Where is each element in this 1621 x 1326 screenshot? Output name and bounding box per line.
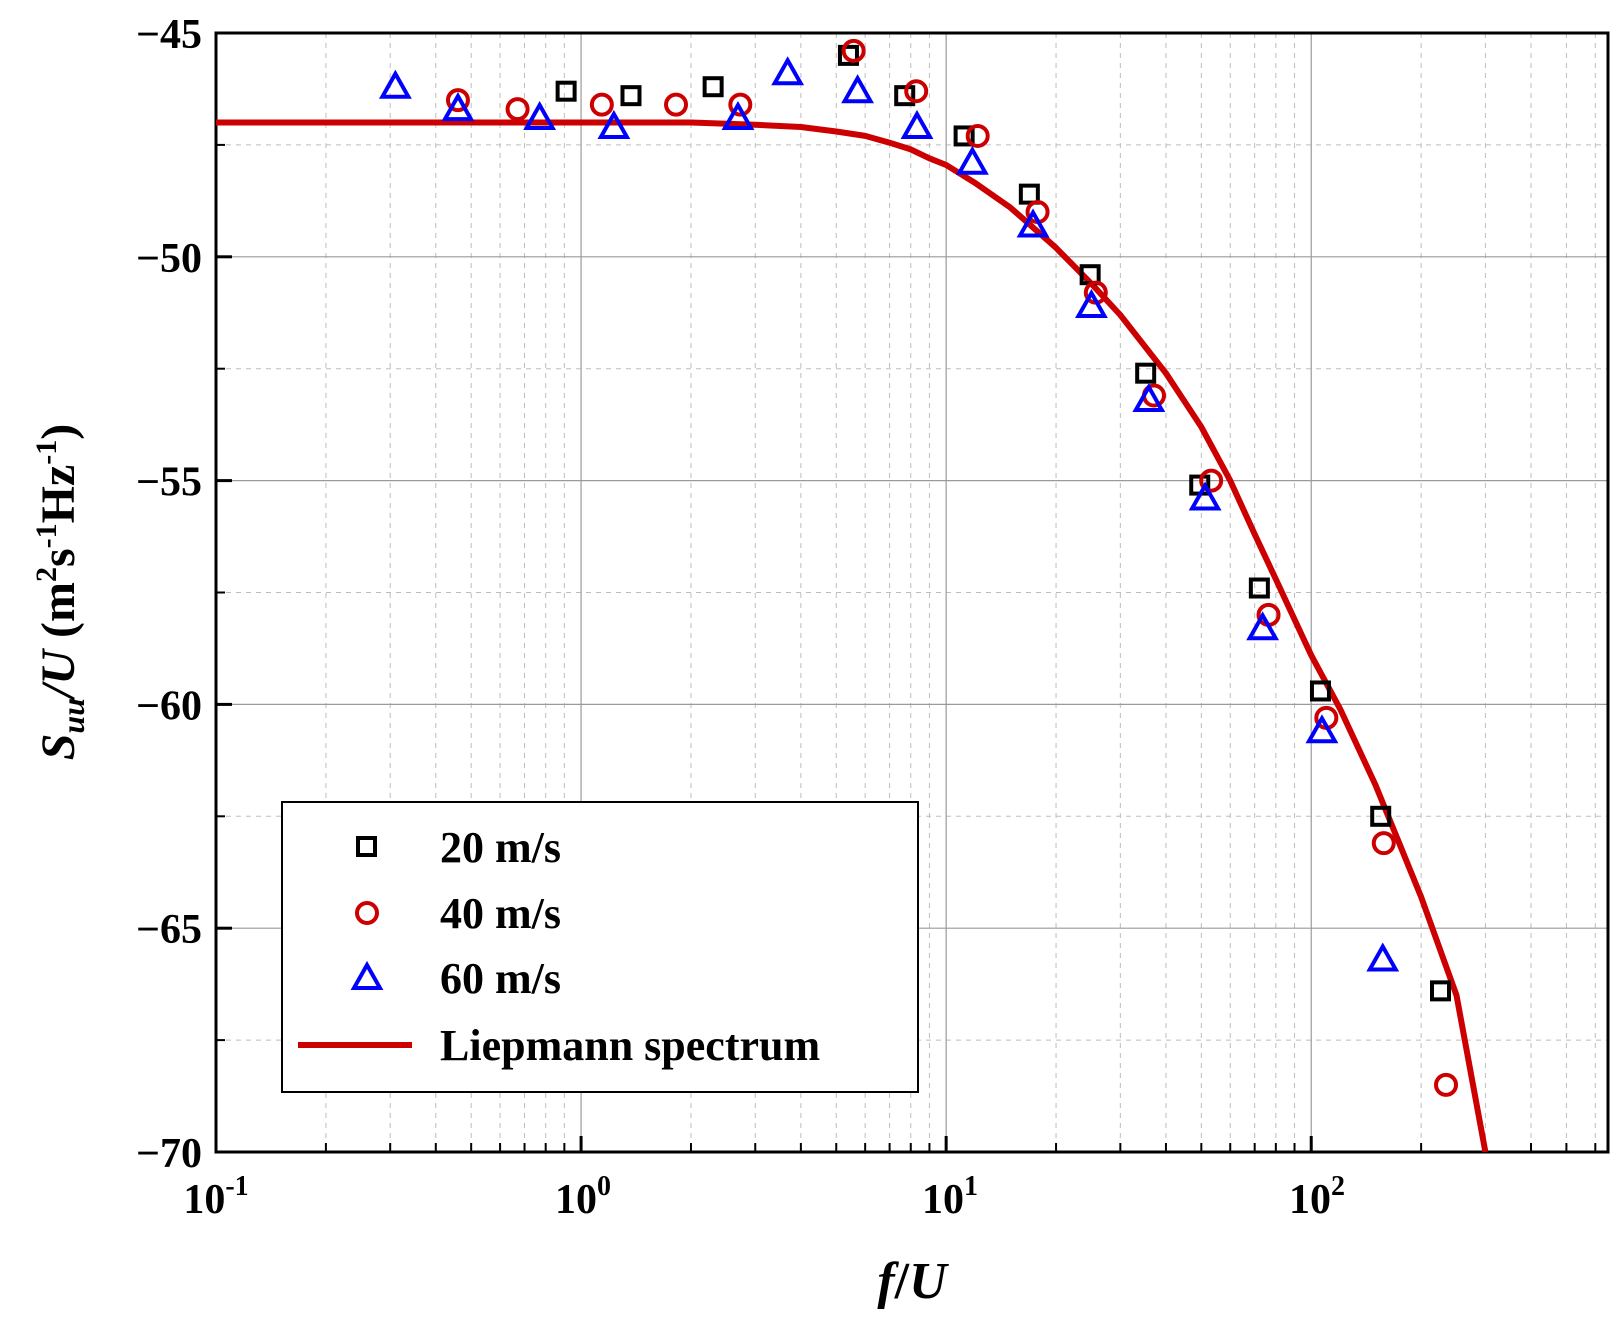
data-point-20-m-s xyxy=(1309,680,1331,702)
data-point-20-m-s xyxy=(837,44,859,66)
data-point-60-m-s xyxy=(378,69,412,99)
data-point-60-m-s xyxy=(1016,208,1050,238)
data-point-60-m-s xyxy=(1132,382,1166,413)
y-tick-labels: −45 −50 −55 −60 −65 −70 xyxy=(136,12,202,1177)
data-point-40-m-s xyxy=(1371,831,1396,856)
data-point-60-m-s xyxy=(900,109,934,139)
data-point-60-m-s xyxy=(523,100,557,131)
data-point-60-m-s xyxy=(597,109,631,139)
data-point-20-m-s xyxy=(702,76,724,98)
data-point-40-m-s xyxy=(445,88,470,113)
x-tick-label: 101 xyxy=(922,1171,978,1223)
data-point-40-m-s xyxy=(589,92,614,117)
data-point-20-m-s xyxy=(894,85,916,107)
data-point-60-m-s xyxy=(1188,481,1222,511)
legend-label-40-m-s: 40 m/s xyxy=(440,889,561,938)
liepmann-curve xyxy=(216,119,1489,1152)
model-layer xyxy=(216,119,1489,1152)
data-points xyxy=(378,38,1459,1097)
data-point-20-m-s xyxy=(953,125,975,147)
x-tick-label: 100 xyxy=(555,1171,611,1223)
data-point-40-m-s xyxy=(1199,468,1224,493)
data-point-60-m-s xyxy=(1075,288,1108,319)
data-point-20-m-s xyxy=(1430,980,1452,1002)
y-tick-label: −70 xyxy=(136,1131,202,1177)
data-point-20-m-s xyxy=(555,80,577,102)
legend-label-60-m-s: 60 m/s xyxy=(440,954,561,1003)
data-point-40-m-s xyxy=(904,79,929,104)
data-point-40-m-s xyxy=(664,92,689,117)
data-point-60-m-s xyxy=(955,145,989,175)
data-point-40-m-s xyxy=(728,92,753,117)
data-point-40-m-s xyxy=(505,97,530,122)
data-point-20-m-s xyxy=(620,85,642,107)
data-point-60-m-s xyxy=(771,56,805,86)
data-point-40-m-s xyxy=(1434,1072,1459,1097)
legend-marker-60-m-s xyxy=(350,960,384,990)
data-point-20-m-s xyxy=(1135,362,1157,384)
y-tick-label: −60 xyxy=(136,683,202,729)
legend-label-20-m-s: 20 m/s xyxy=(440,823,561,872)
y-axis-title: Suu/U (m2s-1Hz-1) xyxy=(30,424,91,761)
data-point-40-m-s xyxy=(965,123,990,148)
legend-marker-40-m-s xyxy=(355,901,379,925)
x-tick-label: 10-1 xyxy=(183,1171,248,1223)
data-point-60-m-s xyxy=(721,100,755,131)
x-axis-title: f/U xyxy=(877,1253,949,1310)
data-point-20-m-s xyxy=(1370,805,1392,827)
data-point-60-m-s xyxy=(1246,611,1280,641)
data-point-60-m-s xyxy=(441,92,475,122)
legend: 20 m/s 40 m/s 60 m/s Liepmann spectrum xyxy=(281,801,919,1093)
data-point-60-m-s xyxy=(841,74,875,104)
data-point-20-m-s xyxy=(1248,577,1270,599)
data-point-40-m-s xyxy=(841,38,866,63)
y-tick-label: −50 xyxy=(136,236,202,282)
data-point-60-m-s xyxy=(1366,942,1400,972)
legend-label-liepmann: Liepmann spectrum xyxy=(440,1021,820,1070)
x-tick-labels: 10-1 100 101 102 xyxy=(183,1171,1345,1223)
y-tick-label: −45 xyxy=(136,12,202,58)
x-tick-label: 102 xyxy=(1289,1171,1345,1223)
y-tick-label: −55 xyxy=(136,460,202,506)
data-point-20-m-s xyxy=(1018,183,1040,205)
y-tick-label: −65 xyxy=(136,907,202,953)
data-point-60-m-s xyxy=(1305,714,1339,744)
legend-marker-20-m-s xyxy=(356,836,377,857)
